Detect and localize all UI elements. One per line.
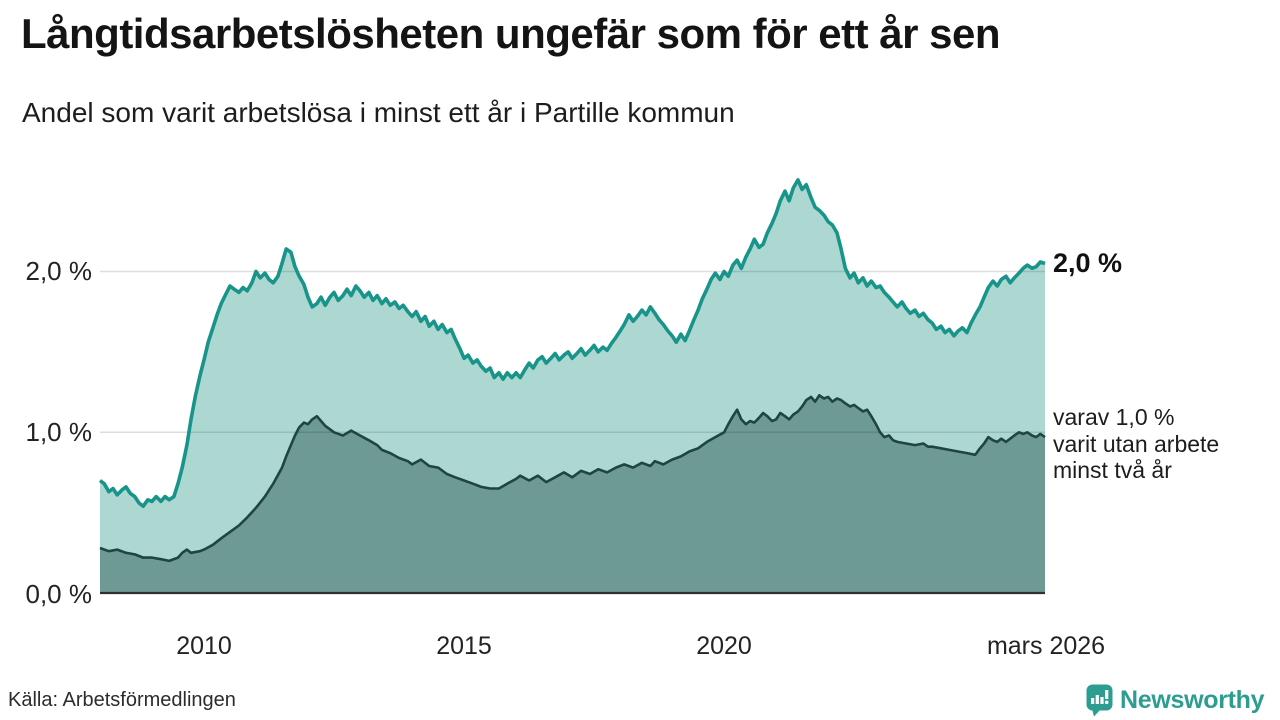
source-note: Källa: Arbetsförmedlingen bbox=[8, 689, 236, 711]
series-two-years-line bbox=[99, 393, 1046, 563]
newsworthy-logo-icon bbox=[1086, 684, 1113, 717]
x-axis-tick-mars-2026: mars 2026 bbox=[986, 632, 1106, 660]
series-total-line bbox=[98, 178, 1046, 509]
series-two-years-area bbox=[100, 395, 1045, 593]
x-axis-tick-2015: 2015 bbox=[436, 632, 492, 660]
end-value-label-two-years: varav 1,0 % varit utan arbete minst två … bbox=[1053, 404, 1219, 484]
y-axis-tick-1: 1,0 % bbox=[25, 417, 93, 447]
newsworthy-logo-text: Newsworthy bbox=[1120, 686, 1265, 714]
y-axis-tick-2: 2,0 % bbox=[25, 256, 93, 286]
end-value-label-total: 2,0 % bbox=[1053, 248, 1123, 278]
page-subtitle: Andel som varit arbetslösa i minst ett å… bbox=[22, 97, 735, 128]
end-sub-line-3: minst två år bbox=[1053, 457, 1172, 483]
x-axis-tick-2020: 2020 bbox=[696, 632, 752, 660]
x-axis-tick-2010: 2010 bbox=[176, 632, 232, 660]
end-sub-line-2: varit utan arbete bbox=[1053, 430, 1220, 457]
page-title: Långtidsarbetslösheten ungefär som för e… bbox=[21, 10, 1001, 57]
brand-logo: Newsworthy bbox=[1086, 684, 1265, 717]
y-axis-tick-0: 0,0 % bbox=[25, 579, 93, 609]
end-sub-line-1: varav 1,0 % bbox=[1053, 404, 1175, 430]
series-total-area bbox=[100, 179, 1045, 561]
